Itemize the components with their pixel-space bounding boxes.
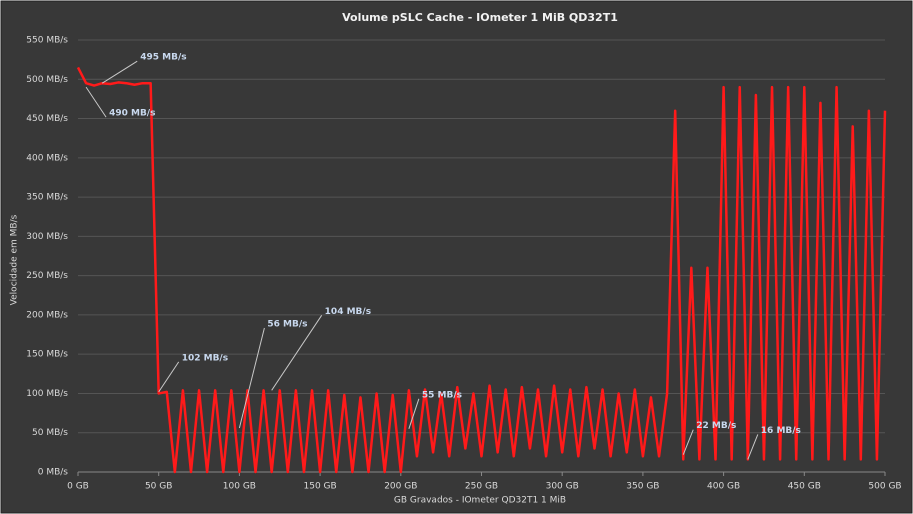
annotation-leader [682,429,694,455]
y-tick-label: 150 MB/s [26,350,68,360]
y-axis-label: Velocidade em MB/s [10,214,20,305]
x-axis-label: GB Gravados - IOmeter QD32T1 1 MiB [394,496,566,506]
x-tick-label: 200 GB [384,482,417,492]
annotation: 490 MB/s [109,109,155,119]
annotation: 55 MB/s [422,390,462,400]
annotation: 22 MB/s [696,421,736,431]
x-tick-label: 500 GB [868,482,901,492]
annotation-leader [408,398,420,429]
annotation-leader [158,361,180,393]
y-tick-label: 0 MB/s [38,468,69,478]
annotation-leader [101,60,138,84]
annotation: 495 MB/s [140,53,186,63]
y-tick-label: 50 MB/s [32,428,68,438]
y-tick-label: 500 MB/s [26,75,68,85]
y-tick-label: 250 MB/s [26,271,68,281]
annotation: 104 MB/s [325,307,371,317]
data-line [76,66,887,474]
y-tick-label: 350 MB/s [26,193,68,203]
x-tick-label: 450 GB [788,482,821,492]
x-tick-label: 250 GB [465,482,498,492]
annotation-leader [85,86,107,118]
chart-title: Volume pSLC Cache - IOmeter 1 MiB QD32T1 [342,11,618,24]
y-tick-label: 450 MB/s [26,114,68,124]
x-tick-label: 0 GB [67,482,89,492]
x-tick-label: 150 GB [304,482,337,492]
annotation-leader [238,327,265,429]
y-tick-label: 550 MB/s [26,36,68,46]
annotation: 56 MB/s [267,320,307,330]
y-tick-label: 200 MB/s [26,310,68,320]
annotation: 102 MB/s [182,353,228,363]
annotation-leader [271,315,323,391]
y-tick-label: 400 MB/s [26,153,68,163]
x-tick-label: 400 GB [707,482,740,492]
y-tick-label: 300 MB/s [26,232,68,242]
annotation-leader [747,434,759,460]
x-tick-label: 350 GB [626,482,659,492]
x-tick-label: 50 GB [145,482,172,492]
y-tick-label: 100 MB/s [26,389,68,399]
annotation: 16 MB/s [761,426,801,436]
x-tick-label: 300 GB [546,482,579,492]
x-tick-label: 100 GB [223,482,256,492]
